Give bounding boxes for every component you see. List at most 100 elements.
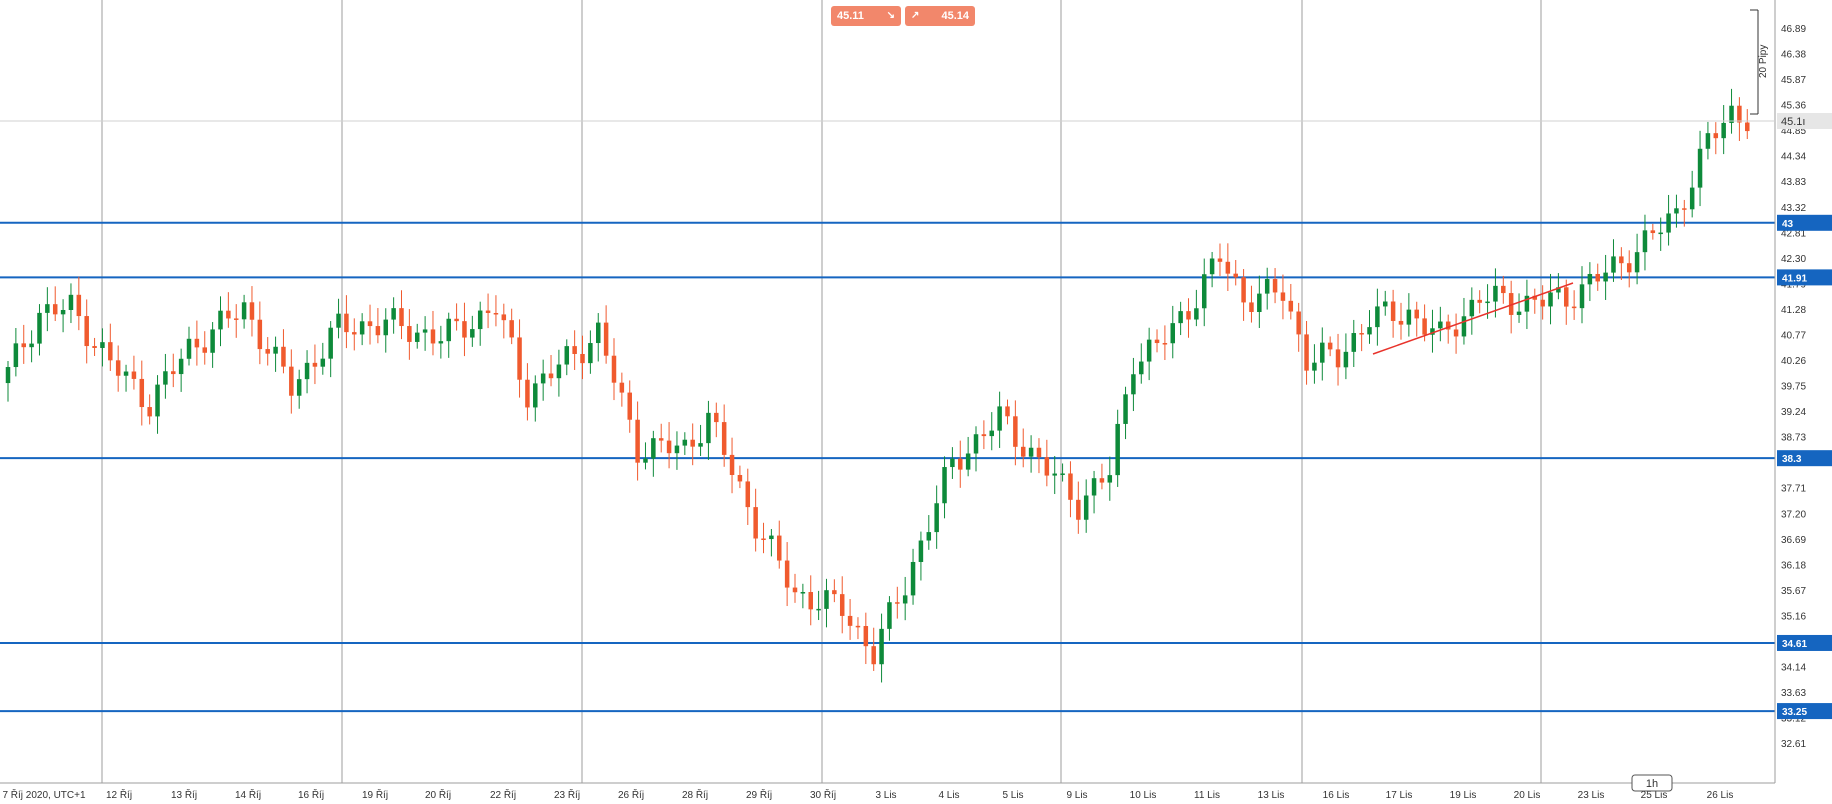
- candle-body-118: [934, 503, 939, 533]
- candle-103: [816, 590, 821, 621]
- candle-body-201: [1587, 273, 1593, 285]
- candle-body-173: [1367, 327, 1372, 335]
- candle-body-114: [902, 595, 908, 604]
- candle-body-154: [1217, 258, 1223, 262]
- candle-39: [312, 344, 318, 385]
- time-tick-21: 17 Lis: [1386, 790, 1413, 801]
- time-tick-26: 26 Lis: [1707, 790, 1734, 801]
- candle-body-180: [1422, 318, 1427, 335]
- candle-132: [1044, 439, 1050, 487]
- candle-96: [761, 522, 766, 554]
- candle-body-70: [556, 364, 562, 379]
- candle-10: [84, 299, 89, 364]
- candle-37: [296, 369, 302, 409]
- candle-body-18: [147, 407, 152, 417]
- candle-body-186: [1469, 299, 1475, 317]
- candle-body-156: [1233, 273, 1238, 278]
- candle-body-194: [1532, 295, 1538, 300]
- candle-27: [218, 296, 223, 347]
- candle-149: [1178, 301, 1183, 336]
- candle-body-207: [1634, 252, 1640, 273]
- candle-body-168: [1327, 342, 1333, 350]
- price-tick-6: 43.83: [1781, 177, 1806, 188]
- candle-111: [879, 613, 884, 683]
- candle-189: [1493, 268, 1498, 318]
- candle-198: [1564, 279, 1569, 325]
- candle-44: [352, 318, 357, 351]
- level-tag-4: [1777, 703, 1832, 720]
- candle-body-142: [1123, 394, 1128, 424]
- candle-145: [1146, 327, 1152, 381]
- candle-159: [1257, 275, 1262, 329]
- candle-body-145: [1146, 339, 1152, 362]
- candle-13: [108, 323, 113, 371]
- candle-body-33: [265, 349, 270, 354]
- candle-12: [100, 328, 105, 367]
- candle-1: [13, 328, 19, 377]
- candle-body-143: [1131, 374, 1136, 395]
- candle-93: [737, 465, 743, 489]
- time-tick-19: 13 Lis: [1258, 790, 1285, 801]
- candle-body-7: [60, 309, 66, 315]
- measure-bracket[interactable]: 20 Pipy: [1750, 9, 1769, 115]
- candle-body-191: [1508, 293, 1514, 315]
- time-tick-24: 23 Lis: [1578, 790, 1605, 801]
- candle-124: [981, 420, 987, 450]
- candle-body-63: [501, 314, 507, 321]
- candle-body-9: [76, 294, 82, 317]
- candle-body-187: [1477, 299, 1482, 303]
- candle-body-32: [257, 319, 263, 350]
- candle-body-48: [383, 319, 389, 336]
- candle-144: [1139, 343, 1144, 384]
- candle-body-150: [1186, 311, 1191, 320]
- candle-body-200: [1579, 284, 1585, 309]
- candle-155: [1225, 243, 1231, 292]
- time-tick-17: 10 Lis: [1130, 790, 1157, 801]
- buy-button[interactable]: ↗ 45.14: [905, 6, 975, 26]
- candle-body-179: [1414, 309, 1419, 319]
- candle-184: [1453, 313, 1459, 354]
- candle-body-24: [194, 338, 200, 348]
- candle-body-121: [958, 458, 963, 470]
- candle-76: [603, 305, 609, 364]
- price-tick-18: 37.71: [1781, 484, 1806, 495]
- trendline[interactable]: [1372, 282, 1574, 355]
- candle-body-29: [233, 318, 239, 320]
- candle-30: [241, 294, 247, 329]
- candle-60: [477, 301, 483, 346]
- candle-38: [304, 350, 310, 394]
- diagonal-down-arrow-icon: ↘: [886, 10, 895, 21]
- candle-body-120: [950, 458, 955, 468]
- candle-157: [1241, 269, 1246, 321]
- candle-body-221: [1745, 122, 1750, 132]
- candle-129: [1020, 428, 1026, 468]
- candle-body-158: [1249, 302, 1254, 313]
- grid-lines: [101, 0, 1542, 783]
- candle-122: [965, 436, 971, 477]
- candle-body-216: [1705, 133, 1711, 149]
- candle-body-175: [1383, 301, 1388, 307]
- current-price-label: 45.1ı: [1781, 116, 1805, 128]
- candle-body-20: [163, 371, 168, 385]
- candle-54: [430, 310, 436, 356]
- level-tags: 43 41.91 38.3 34.61 33.25: [1777, 214, 1832, 720]
- candle-36: [289, 349, 294, 414]
- sell-button[interactable]: 45.11 ↘: [831, 6, 901, 26]
- candle-193: [1524, 279, 1530, 330]
- candle-body-167: [1320, 342, 1325, 363]
- candle-4: [37, 304, 42, 356]
- candle-153: [1209, 251, 1215, 288]
- timeframe-selector[interactable]: 1h: [1631, 774, 1673, 792]
- price-tick-20: 36.69: [1781, 535, 1806, 546]
- candle-142: [1123, 386, 1128, 440]
- candle-body-68: [540, 373, 546, 384]
- candle-body-151: [1194, 308, 1199, 320]
- candle-33: [265, 337, 270, 366]
- candle-body-130: [1028, 447, 1034, 457]
- candle-207: [1634, 233, 1640, 285]
- candle-body-94: [745, 481, 751, 508]
- candle-body-195: [1540, 299, 1545, 307]
- candle-116: [918, 531, 924, 581]
- candle-64: [509, 308, 514, 345]
